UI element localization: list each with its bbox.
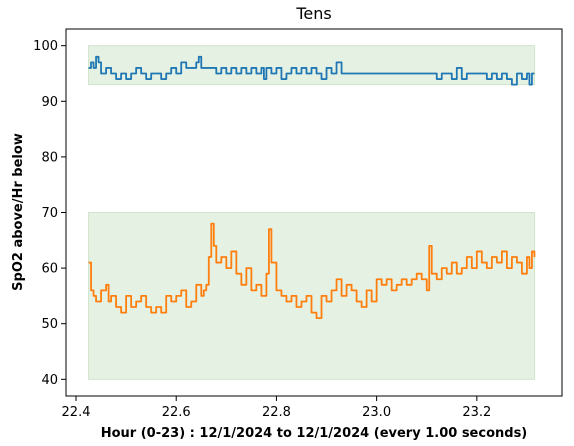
y-tick-label: 40 [41, 373, 58, 388]
y-axis-label: SpO2 above/Hr below [11, 133, 26, 291]
range-band-0 [88, 45, 535, 86]
y-axis-ticks: 40 50 60 70 80 90 100 [33, 39, 66, 388]
y-tick-label: 90 [41, 95, 58, 110]
series-line-0 [88, 55, 535, 86]
x-tick-label: 22.4 [62, 405, 91, 420]
series-layer [88, 55, 536, 320]
x-tick-label: 22.6 [162, 405, 191, 420]
y-tick-label: 80 [41, 150, 58, 165]
y-tick-label: 70 [41, 206, 58, 221]
x-tick-label: 22.8 [262, 405, 291, 420]
y-tick-label: 60 [41, 262, 58, 277]
bands-layer [88, 45, 535, 380]
x-axis-label: Hour (0-23) : 12/1/2024 to 12/1/2024 (ev… [101, 426, 528, 441]
series-line-1 [88, 222, 536, 320]
x-axis-ticks: 22.4 22.6 22.8 23.0 23.2 [62, 396, 491, 420]
y-tick-label: 100 [33, 39, 58, 54]
x-tick-label: 23.2 [462, 405, 491, 420]
x-tick-label: 23.0 [362, 405, 391, 420]
y-tick-label: 50 [41, 317, 58, 332]
chart-title: Tens [295, 4, 331, 23]
